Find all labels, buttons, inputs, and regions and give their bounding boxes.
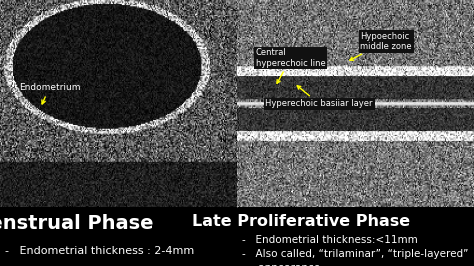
Text: appearance: appearance: [242, 263, 320, 266]
Text: -   Also called, “trilaminar”, “triple-layered”: - Also called, “trilaminar”, “triple-lay…: [242, 249, 468, 259]
Text: Hypoechoic
middle zone: Hypoechoic middle zone: [350, 32, 412, 60]
Text: Menstrual Phase: Menstrual Phase: [0, 214, 154, 233]
Text: Central
hyperechoic line: Central hyperechoic line: [256, 48, 326, 83]
Text: -   Endometrial thickness:<11mm: - Endometrial thickness:<11mm: [242, 235, 418, 246]
Text: Endometrium: Endometrium: [19, 83, 81, 104]
Text: Longitudinal View: Longitudinal View: [28, 7, 209, 25]
Text: Longitudinal View: Longitudinal View: [265, 7, 446, 25]
Text: -   Endometrial thickness : 2-4mm: - Endometrial thickness : 2-4mm: [5, 246, 194, 256]
Text: Hyperechoic basiiar layer: Hyperechoic basiiar layer: [265, 86, 373, 108]
Text: Late Proliferative Phase: Late Proliferative Phase: [192, 214, 410, 229]
